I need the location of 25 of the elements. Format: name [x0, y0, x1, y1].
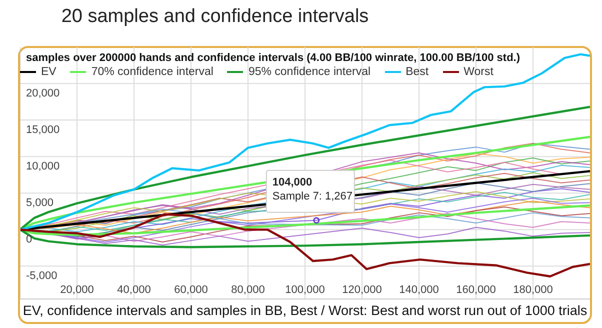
chart-title: 20 samples and confidence intervals: [60, 6, 370, 28]
x-tick-label: 140,000: [399, 284, 439, 296]
legend-label: Worst: [464, 66, 494, 78]
y-tick-label: 15,000: [26, 124, 60, 136]
y-tick-label: 5,000: [26, 197, 54, 210]
x-tick-label: 120,000: [342, 284, 382, 296]
y-tick-label: -5,000: [26, 270, 58, 282]
legend-label: Best: [406, 66, 429, 78]
x-tick-label: 40,000: [117, 284, 151, 296]
x-tick-label: 100,000: [285, 284, 325, 296]
y-tick-label: 0: [26, 234, 32, 246]
x-tick-label: 160,000: [456, 284, 496, 296]
x-tick-label: 20,000: [60, 284, 94, 296]
x-tick-label: 80,000: [231, 284, 265, 296]
legend-label: 95% confidence interval: [248, 66, 371, 78]
y-tick-label: 10,000: [26, 160, 60, 173]
legend-label: EV: [41, 66, 56, 78]
y-tick-label: 20,000: [26, 88, 60, 100]
annotation: 104,000: [272, 176, 312, 188]
legend-label: 70% confidence interval: [91, 66, 214, 78]
x-tick-label: 60,000: [174, 284, 208, 296]
text: samples over 200000 hands and confidence intervals (4.00 BB/100 winrate, 100.00 BB/100 std.): [26, 52, 520, 64]
x-tick-label: 180,000: [513, 284, 553, 296]
annotation: Sample 7: 1,267: [272, 190, 353, 202]
text: EV, confidence intervals and samples in BB, Best / Worst: Best and worst run out of 1000 trials: [22, 303, 588, 318]
